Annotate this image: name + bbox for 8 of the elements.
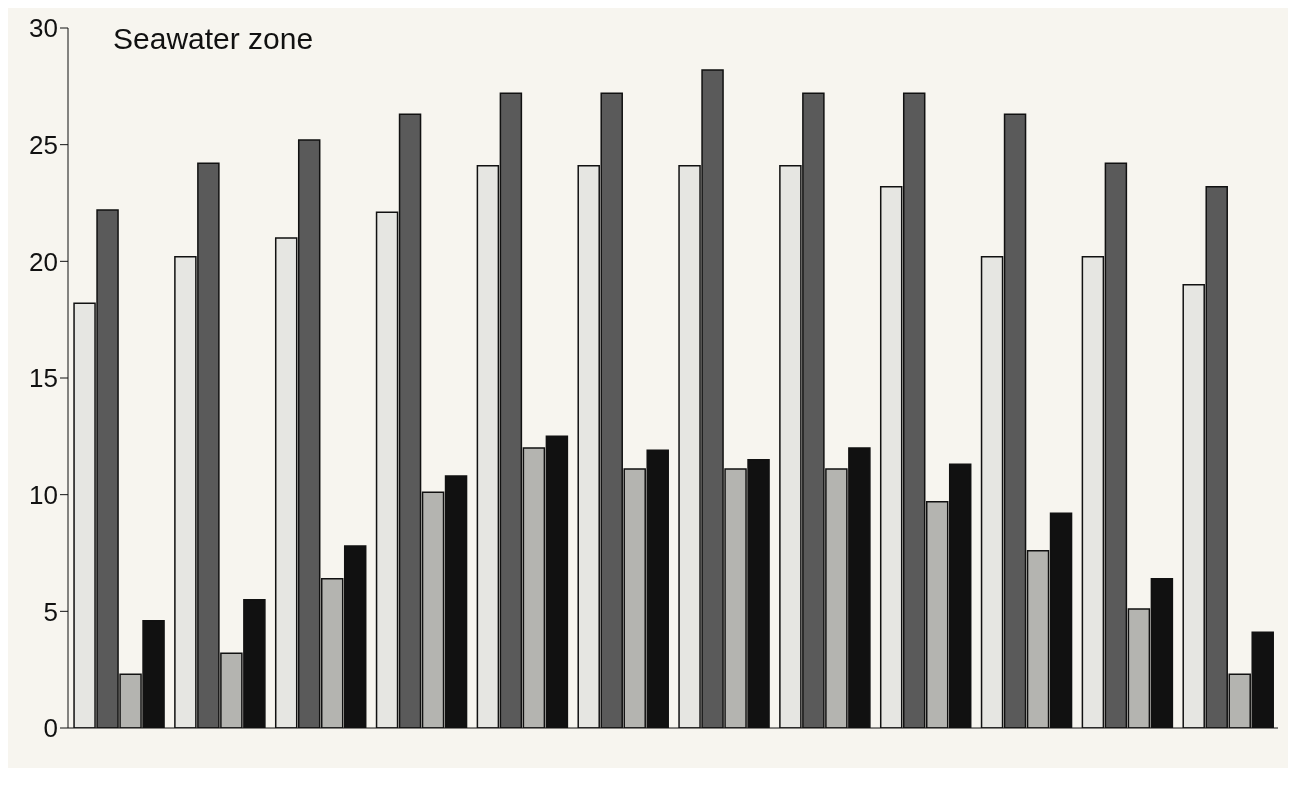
y-tick-label: 0: [43, 713, 58, 744]
y-tick-label: 15: [29, 363, 58, 394]
y-tick-label: 30: [29, 13, 58, 44]
y-tick-label: 10: [29, 479, 58, 510]
chart-title: Seawater zone: [113, 22, 314, 56]
y-tick-label: 25: [29, 129, 58, 160]
y-tick-label: 20: [29, 246, 58, 277]
y-tick-label: 5: [43, 596, 58, 627]
